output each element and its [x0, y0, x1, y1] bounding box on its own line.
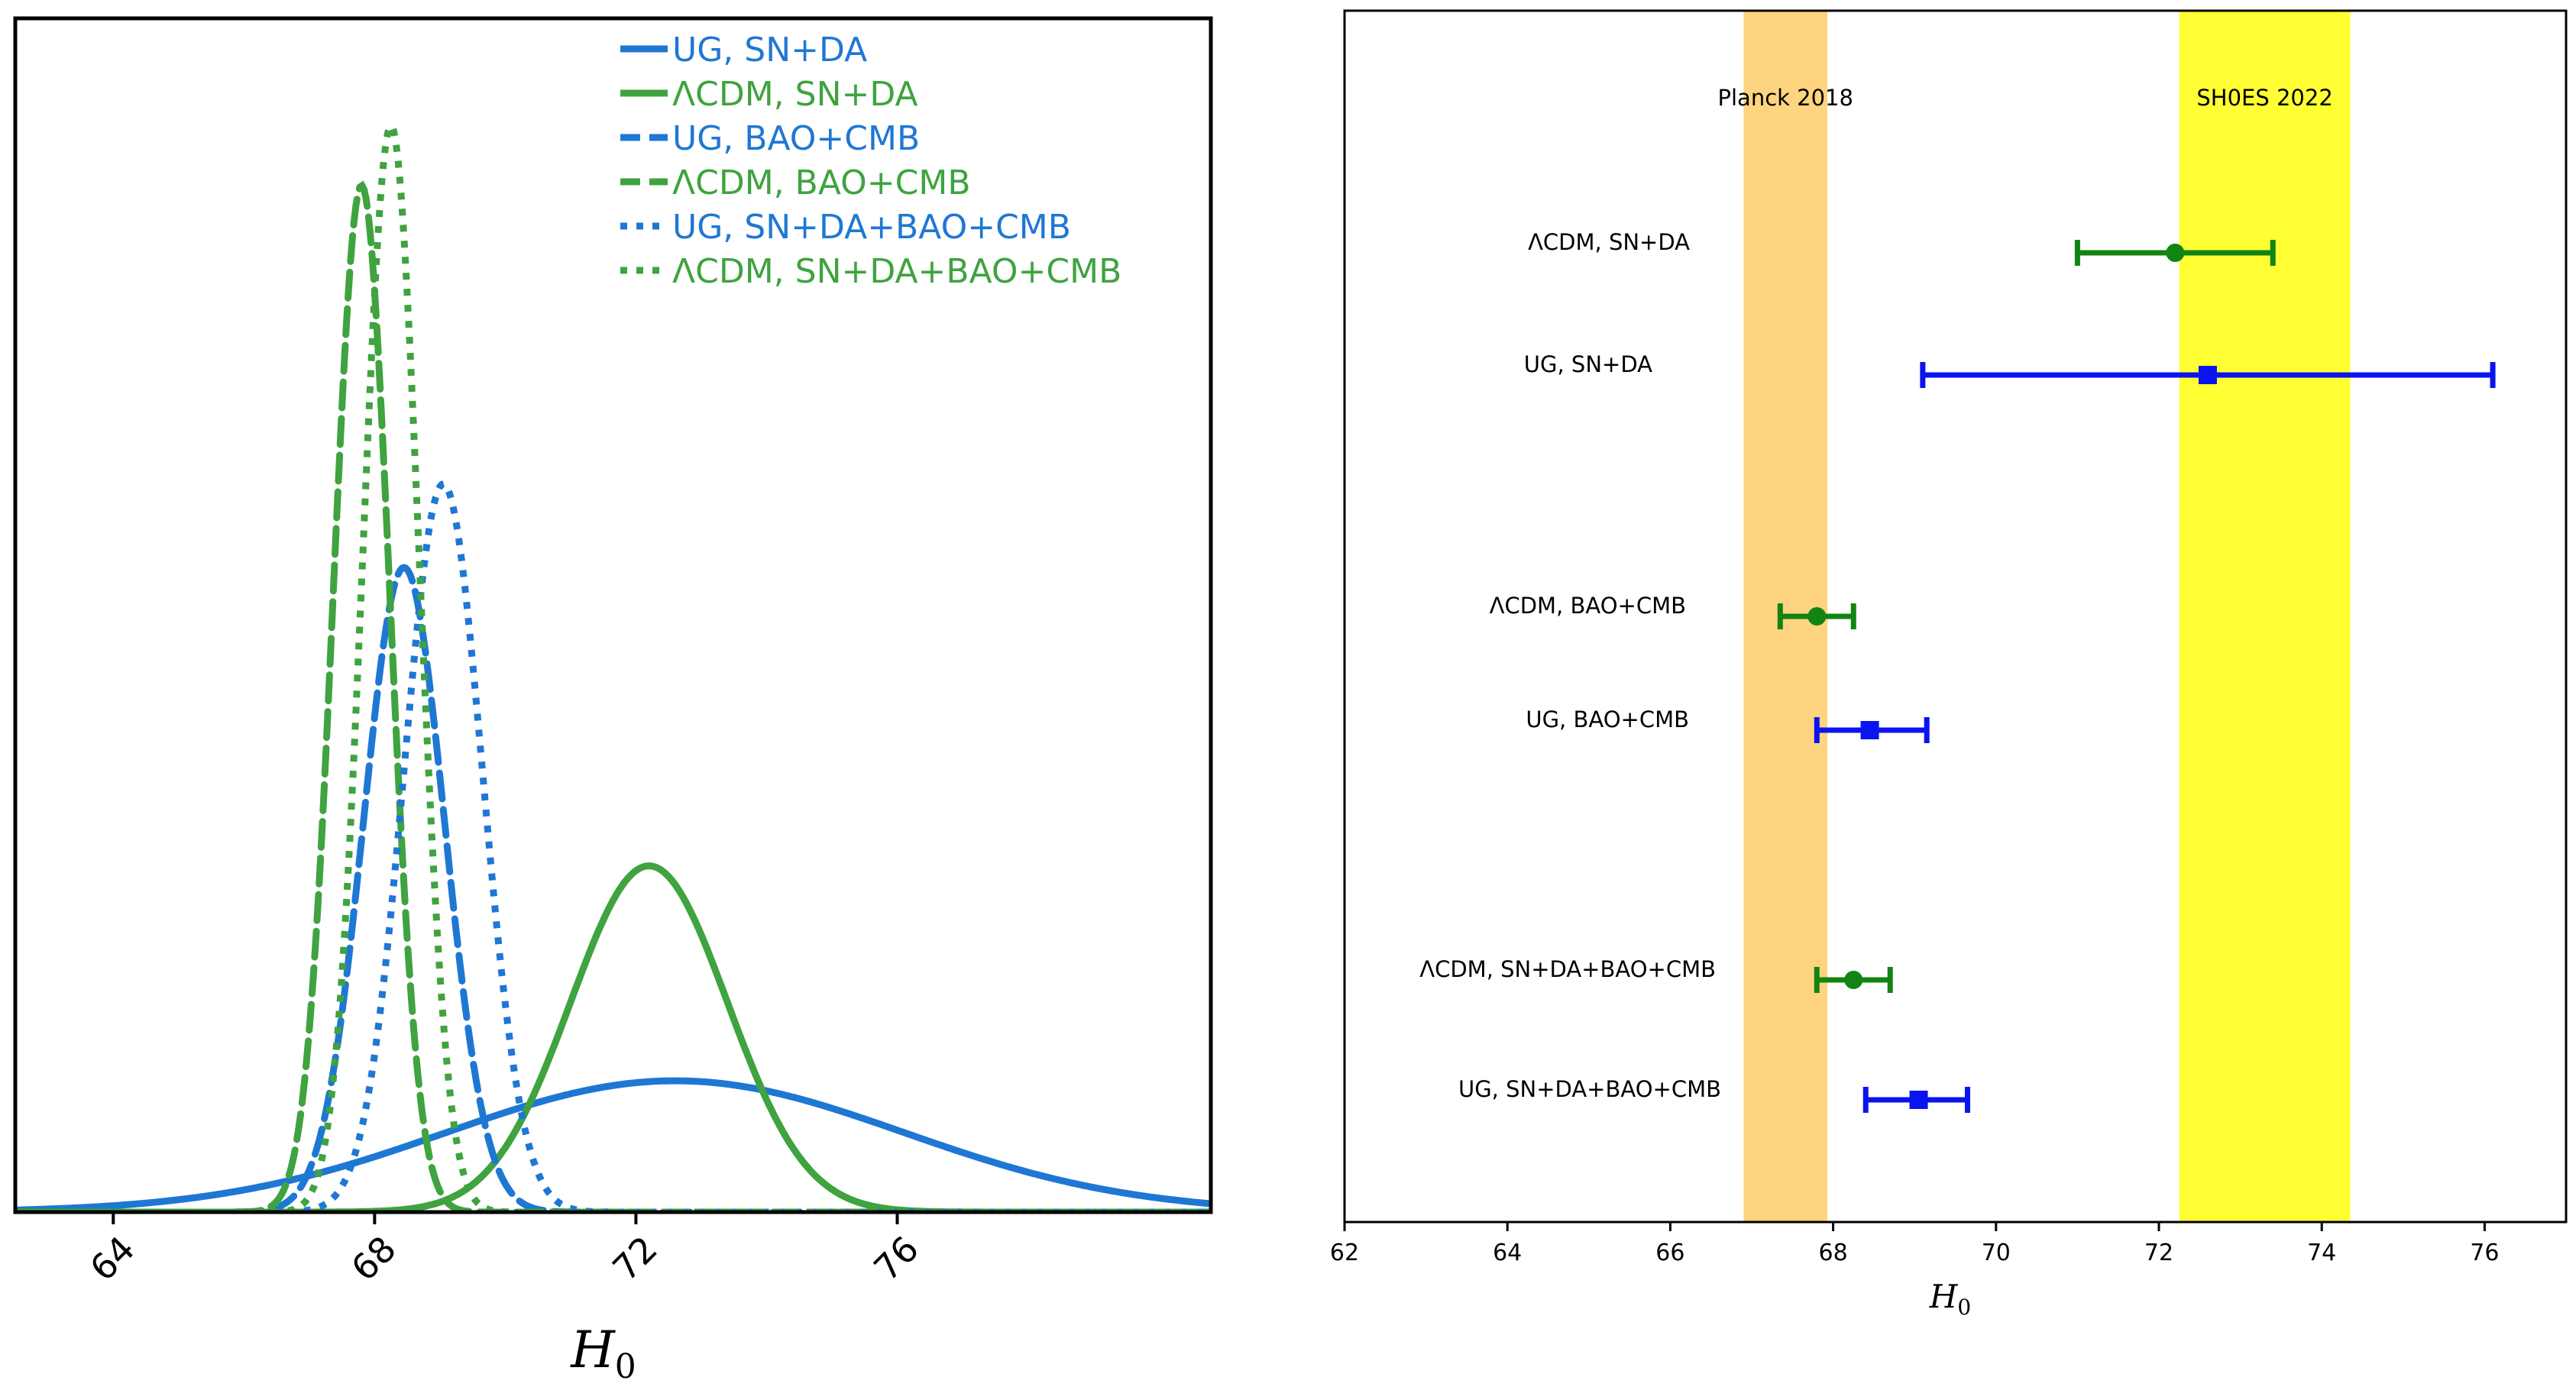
- posterior-curves: [15, 122, 1211, 1212]
- marker-ug-sn-da: [2198, 366, 2217, 384]
- posterior-x-tick-label: 64: [82, 1228, 143, 1289]
- band-label-planck-2018: Planck 2018: [1718, 85, 1853, 111]
- posterior-panel: 64 68 72 76 UG, SN+DA ΛCDM, SN+DA UG, BAO+CMB…: [13, 16, 1213, 1386]
- row-label-ug-sn-da: UG, SN+DA: [1524, 351, 1652, 377]
- comparison-x-tick-label: 76: [2470, 1240, 2499, 1266]
- row-label-lambdacdm-bao-cmb: ΛCDM, BAO+CMB: [1490, 593, 1686, 619]
- posterior-x-axis-title-main: H: [570, 1321, 616, 1379]
- legend-label-ug-sn-da-bao-cmb: UG, SN+DA+BAO+CMB: [672, 208, 1071, 247]
- posterior-x-tick-label: 72: [604, 1228, 665, 1289]
- row-label-lambdacdm-sn-da: ΛCDM, SN+DA: [1528, 229, 1690, 255]
- comparison-x-axis-title: H0: [1929, 1278, 1971, 1320]
- marker-lambdacdm-sn-da: [2166, 244, 2185, 262]
- comparison-x-axis: 62 64 66 68 70 72 74 76: [1330, 1222, 2499, 1266]
- posterior-x-axis: 64 68 72 76: [82, 1212, 927, 1288]
- comparison-x-tick-label: 74: [2307, 1240, 2336, 1266]
- marker-lambdacdm-bao-cmb: [1807, 607, 1827, 626]
- measurement-rows: ΛCDM, SN+DA UG, SN+DA ΛCDM, BAO+CMB UG, BAO…: [1419, 229, 2496, 1113]
- posterior-x-axis-title: H0: [570, 1321, 636, 1386]
- comparison-x-tick-label: 68: [1819, 1240, 1848, 1266]
- row-label-lambdacdm-sn-da-bao-cmb: ΛCDM, SN+DA+BAO+CMB: [1419, 956, 1716, 982]
- legend-label-lambdacdm-sn-da: ΛCDM, SN+DA: [672, 75, 918, 114]
- row-label-ug-sn-da-bao-cmb: UG, SN+DA+BAO+CMB: [1458, 1076, 1721, 1102]
- comparison-x-tick-label: 70: [1982, 1240, 2011, 1266]
- marker-ug-bao-cmb: [1860, 721, 1879, 739]
- row-label-ug-bao-cmb: UG, BAO+CMB: [1526, 706, 1689, 732]
- legend-label-ug-bao-cmb: UG, BAO+CMB: [672, 119, 920, 158]
- posterior-x-tick-label: 68: [343, 1228, 404, 1289]
- comparison-x-tick-label: 62: [1330, 1240, 1359, 1266]
- band-sh0es-2022: [2179, 11, 2351, 1222]
- comparison-x-tick-label: 64: [1493, 1240, 1522, 1266]
- marker-lambdacdm-sn-da-bao-cmb: [1844, 971, 1863, 989]
- comparison-x-tick-label: 72: [2144, 1240, 2173, 1266]
- comparison-plot-frame: [1343, 9, 2568, 1224]
- curve-ug-bao-cmb: [15, 564, 1211, 1212]
- curve-ug-sn-da-bao-cmb: [15, 480, 1211, 1212]
- curve-lambdacdm-bao-cmb: [15, 180, 1211, 1212]
- legend-label-lambdacdm-bao-cmb: ΛCDM, BAO+CMB: [672, 163, 971, 202]
- curve-lambdacdm-sn-da: [15, 862, 1211, 1212]
- comparison-x-axis-title-subscript: 0: [1957, 1295, 1971, 1320]
- posterior-plot-frame: [13, 16, 1213, 1214]
- comparison-x-tick-label: 66: [1655, 1240, 1684, 1266]
- posterior-x-tick-label: 76: [866, 1228, 927, 1289]
- comparison-x-axis-title-main: H: [1929, 1278, 1959, 1315]
- curve-ug-sn-da: [15, 1077, 1211, 1212]
- marker-ug-sn-da-bao-cmb: [1909, 1091, 1928, 1109]
- posterior-legend: UG, SN+DA ΛCDM, SN+DA UG, BAO+CMB ΛCDM, BAO…: [620, 31, 1121, 291]
- band-label-sh0es-2022: SH0ES 2022: [2196, 85, 2332, 111]
- legend-label-ug-sn-da: UG, SN+DA: [672, 31, 867, 70]
- posterior-x-axis-title-subscript: 0: [615, 1347, 636, 1386]
- h0-comparison-panel: Planck 2018 SH0ES 2022 ΛCDM, SN+DA UG, SN+…: [1330, 9, 2568, 1320]
- legend-label-lambdacdm-sn-da-bao-cmb: ΛCDM, SN+DA+BAO+CMB: [672, 252, 1121, 291]
